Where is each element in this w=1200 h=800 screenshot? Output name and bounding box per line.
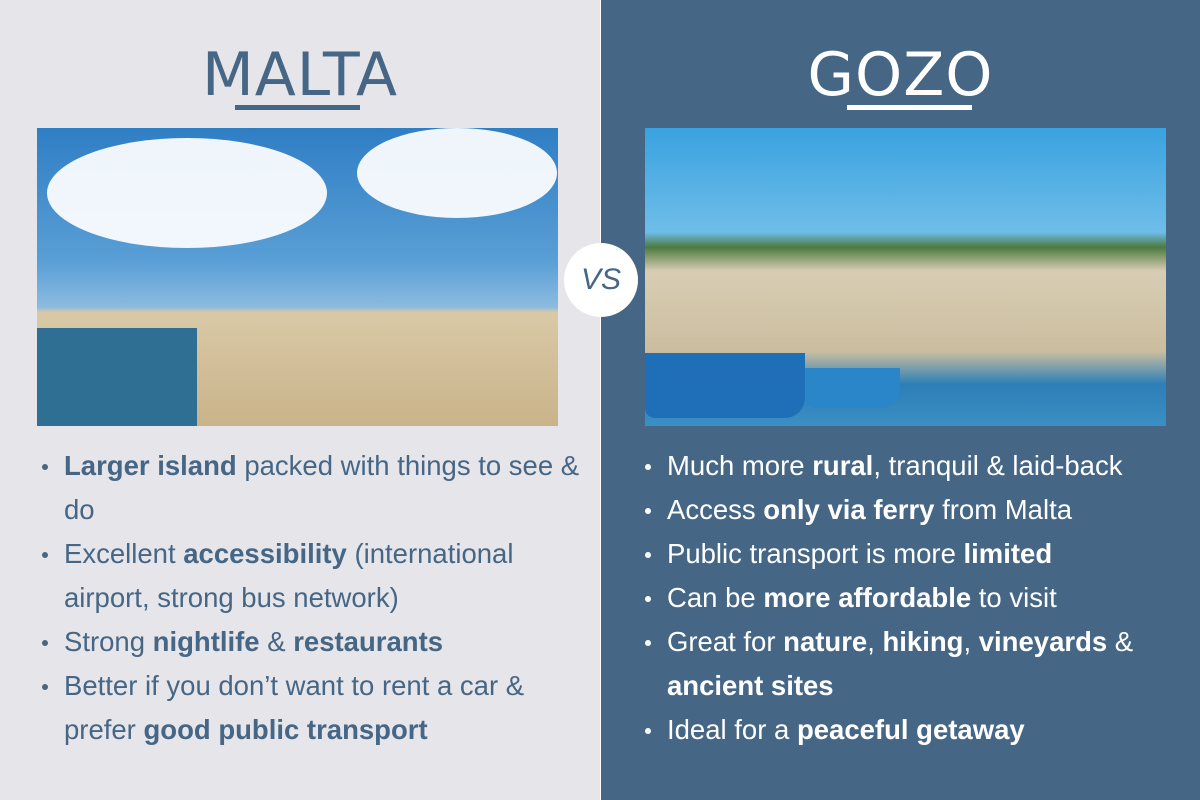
text: Public transport is more bbox=[667, 538, 964, 569]
bullet-item: Access only via ferry from Malta bbox=[641, 488, 1196, 532]
bold-text: hiking bbox=[882, 626, 964, 657]
gozo-title: GOZO bbox=[807, 40, 994, 110]
bullet-item: Excellent accessibility (international a… bbox=[38, 532, 583, 620]
bold-text: accessibility bbox=[183, 538, 347, 569]
text: Can be bbox=[667, 582, 764, 613]
text: Great for bbox=[667, 626, 784, 657]
text: from Malta bbox=[934, 494, 1073, 525]
text: , bbox=[867, 626, 883, 657]
bold-text: ancient sites bbox=[667, 670, 834, 701]
malta-photo bbox=[37, 128, 558, 426]
bold-text: nature bbox=[783, 626, 868, 657]
text: (international airport, strong bus netwo… bbox=[64, 538, 514, 613]
bold-text: Larger island bbox=[64, 450, 237, 481]
text: & bbox=[259, 626, 294, 657]
bold-text: good public transport bbox=[143, 714, 428, 745]
malta-panel: MALTA Larger island packed with things t… bbox=[0, 0, 600, 800]
text: , bbox=[963, 626, 979, 657]
bold-text: vineyards bbox=[978, 626, 1108, 657]
bold-text: peaceful getaway bbox=[796, 714, 1025, 745]
bullet-item: Much more rural, tranquil & laid-back bbox=[641, 444, 1196, 488]
bullet-item: Better if you don’t want to rent a car &… bbox=[38, 664, 583, 752]
malta-title: MALTA bbox=[201, 40, 398, 110]
bullet-item: Ideal for a peaceful getaway bbox=[641, 708, 1196, 752]
gozo-bullet-list: Much more rural, tranquil & laid-back Acc… bbox=[641, 444, 1196, 752]
bullet-item: Larger island packed with things to see … bbox=[38, 444, 583, 532]
bold-text: more affordable bbox=[763, 582, 972, 613]
text: , tranquil & laid-back bbox=[873, 450, 1123, 481]
bullet-item: Public transport is more limited bbox=[641, 532, 1196, 576]
title-underline bbox=[235, 105, 360, 110]
bullet-item: Can be more affordable to visit bbox=[641, 576, 1196, 620]
text: packed with things to see & do bbox=[64, 450, 580, 525]
malta-bullet-list: Larger island packed with things to see … bbox=[38, 444, 583, 752]
gozo-panel: GOZO Much more rural, tranquil & laid-ba… bbox=[601, 0, 1200, 800]
text: Much more bbox=[667, 450, 813, 481]
vs-badge: VS bbox=[564, 243, 638, 317]
bold-text: nightlife bbox=[152, 626, 260, 657]
bullet-item: Great for nature, hiking, vineyards & an… bbox=[641, 620, 1196, 708]
text: Strong bbox=[64, 626, 153, 657]
text: to visit bbox=[971, 582, 1057, 613]
text: & bbox=[1107, 626, 1134, 657]
text: Ideal for a bbox=[667, 714, 797, 745]
text: Better if you don’t want to rent a car &… bbox=[64, 670, 525, 745]
bold-text: rural bbox=[812, 450, 874, 481]
gozo-photo bbox=[645, 128, 1166, 426]
bold-text: restaurants bbox=[293, 626, 444, 657]
bold-text: limited bbox=[963, 538, 1053, 569]
bold-text: only via ferry bbox=[763, 494, 935, 525]
text: Excellent bbox=[64, 538, 184, 569]
bullet-item: Strong nightlife & restaurants bbox=[38, 620, 583, 664]
text: Access bbox=[667, 494, 764, 525]
title-underline bbox=[847, 105, 972, 110]
